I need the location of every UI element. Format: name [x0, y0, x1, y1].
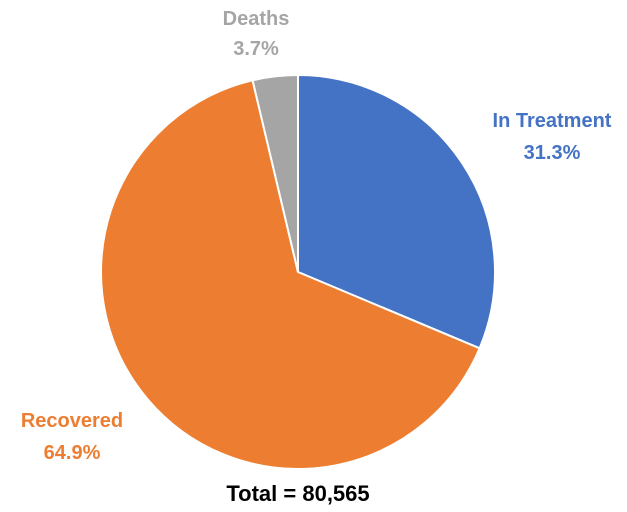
chart-footer-total: Total = 80,565	[226, 481, 369, 506]
pie-slice-deaths	[251, 73, 299, 273]
pie-slice-in-treatment	[297, 73, 496, 350]
pie-slices	[100, 73, 496, 470]
label-deaths-value: 3.7%	[233, 38, 279, 60]
label-in-treatment-value: 31.3%	[524, 142, 581, 164]
label-recovered-value: 64.9%	[44, 442, 101, 464]
label-in-treatment-name: In Treatment	[493, 110, 612, 132]
pie-slice-recovered	[100, 79, 481, 470]
label-recovered-name: Recovered	[21, 410, 123, 432]
label-deaths-name: Deaths	[223, 8, 290, 30]
